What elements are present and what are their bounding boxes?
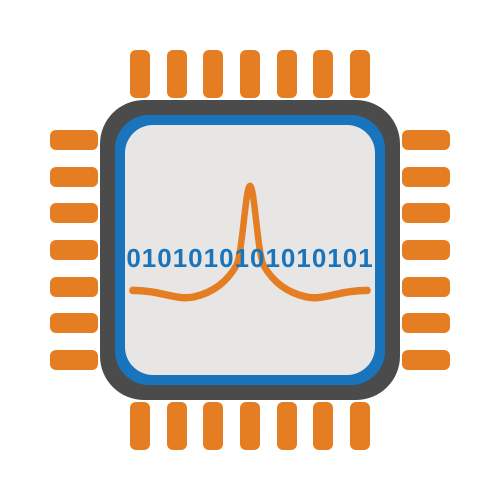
chip-pin <box>50 130 98 150</box>
chip-icon: 0101010101010101 <box>30 30 470 470</box>
chip-pin <box>402 203 450 223</box>
chip-pin <box>167 402 187 450</box>
chip-pin <box>350 50 370 98</box>
chip-pin <box>402 240 450 260</box>
chip-pin <box>50 350 98 370</box>
chip-pin <box>402 167 450 187</box>
chip-pin <box>130 402 150 450</box>
chip-pin <box>240 402 260 450</box>
chip-pin <box>240 50 260 98</box>
chip-pin <box>402 313 450 333</box>
chip-pin <box>50 313 98 333</box>
chip-pin <box>277 402 297 450</box>
chip-pin <box>50 167 98 187</box>
wave-path <box>132 186 367 298</box>
pins-top <box>130 50 370 98</box>
chip-pin <box>203 50 223 98</box>
chip-pin <box>402 130 450 150</box>
chip-pin <box>350 402 370 450</box>
chip-pin <box>130 50 150 98</box>
chip-pin <box>203 402 223 450</box>
chip-pin <box>277 50 297 98</box>
chip-pin <box>402 277 450 297</box>
chip-pin <box>402 350 450 370</box>
pins-bottom <box>130 402 370 450</box>
chip-pin <box>50 203 98 223</box>
pins-left <box>50 130 98 370</box>
pins-right <box>402 130 450 370</box>
chip-inner-face: 0101010101010101 <box>125 125 375 375</box>
chip-pin <box>167 50 187 98</box>
binary-text: 0101010101010101 <box>125 243 375 274</box>
chip-pin <box>313 50 333 98</box>
chip-pin <box>50 277 98 297</box>
chip-pin <box>50 240 98 260</box>
chip-pin <box>313 402 333 450</box>
